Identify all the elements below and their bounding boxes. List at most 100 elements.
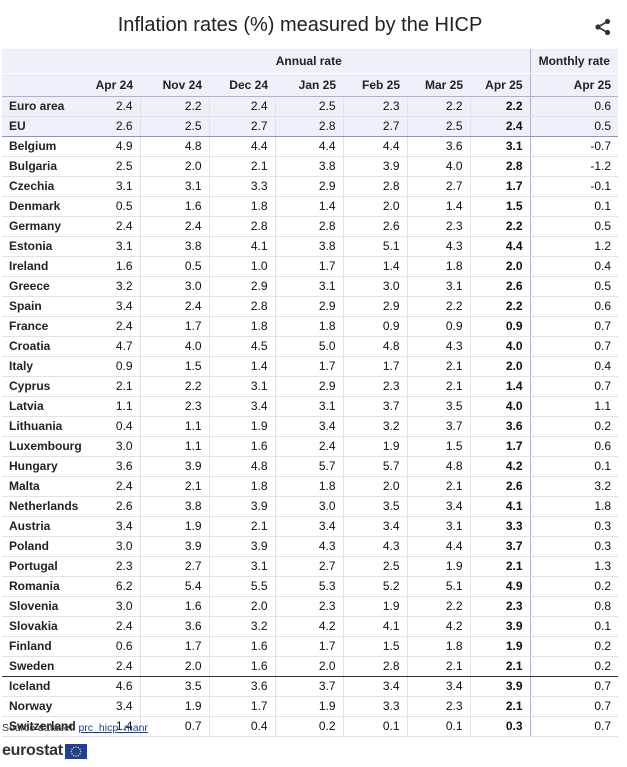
table-cell: 2.1 bbox=[407, 656, 471, 677]
table-cell: 3.2 bbox=[209, 616, 276, 637]
table-cell: 4.2 bbox=[407, 616, 471, 637]
table-cell: 1.7 bbox=[275, 356, 344, 377]
table-cell: 3.4 bbox=[343, 516, 408, 537]
row-label: Netherlands bbox=[2, 496, 88, 517]
table-cell: 3.6 bbox=[140, 616, 210, 637]
table-cell: 3.6 bbox=[407, 136, 471, 157]
row-label: Slovakia bbox=[2, 616, 88, 637]
table-cell: 0.2 bbox=[529, 576, 619, 597]
table-cell: 1.9 bbox=[343, 436, 408, 457]
table-cell: 3.4 bbox=[275, 416, 344, 437]
table-cell: 4.1 bbox=[209, 236, 276, 257]
table-cell: 1.7 bbox=[140, 316, 210, 337]
table-cell: 0.9 bbox=[343, 316, 408, 337]
table-cell: 2.4 bbox=[140, 216, 210, 237]
table-cell: 1.4 bbox=[88, 716, 141, 737]
table-cell: 3.9 bbox=[209, 536, 276, 557]
table-cell: 1.9 bbox=[343, 596, 408, 617]
table-cell: 4.0 bbox=[407, 156, 471, 177]
table-cell: 1.7 bbox=[209, 696, 276, 717]
table-row: Norway 3.4 1.9 1.7 1.9 3.3 2.3 2.1 0.7 bbox=[2, 696, 619, 717]
table-cell: 3.1 bbox=[407, 516, 471, 537]
table-cell: 1.4 bbox=[470, 376, 531, 397]
row-label: Sweden bbox=[2, 656, 88, 677]
table-cell: 2.4 bbox=[209, 96, 276, 117]
table-cell: -0.7 bbox=[529, 136, 619, 157]
column-header: Feb 25 bbox=[343, 73, 407, 97]
table-cell: 1.6 bbox=[209, 656, 276, 677]
table-cell: 5.3 bbox=[275, 576, 344, 597]
table-cell: 2.6 bbox=[470, 276, 531, 297]
table-cell: 2.3 bbox=[407, 696, 471, 717]
table-cell: 2.7 bbox=[275, 556, 344, 577]
table-cell: 3.0 bbox=[88, 536, 141, 557]
table-cell: 1.7 bbox=[470, 176, 531, 197]
table-cell: 3.4 bbox=[88, 696, 141, 717]
table-cell: 5.0 bbox=[275, 336, 344, 357]
table-cell: 3.0 bbox=[88, 596, 141, 617]
table-cell: 3.0 bbox=[275, 496, 344, 517]
eu-flag-icon bbox=[64, 743, 87, 759]
table-cell: 0.5 bbox=[529, 276, 619, 297]
table-cell: 0.4 bbox=[88, 416, 141, 437]
table-cell: 0.7 bbox=[140, 716, 210, 737]
column-header: Nov 24 bbox=[140, 73, 209, 97]
row-label: France bbox=[2, 316, 88, 337]
table-cell: 2.0 bbox=[343, 196, 408, 217]
table-cell: 2.0 bbox=[470, 256, 531, 277]
table-cell: 1.8 bbox=[209, 476, 276, 497]
table-cell: 1.5 bbox=[140, 356, 210, 377]
row-label: Ireland bbox=[2, 256, 88, 277]
table-cell: 2.6 bbox=[88, 496, 141, 517]
table-cell: 4.7 bbox=[88, 336, 141, 357]
table-row: Sweden 2.4 2.0 1.6 2.0 2.8 2.1 2.1 0.2 bbox=[2, 656, 619, 677]
table-cell: 1.9 bbox=[407, 556, 471, 577]
table-cell: 2.3 bbox=[275, 596, 344, 617]
table-cell: 0.2 bbox=[529, 656, 619, 677]
table-cell: 3.4 bbox=[88, 516, 141, 537]
row-label: Romania bbox=[2, 576, 88, 597]
table-cell: 0.4 bbox=[209, 716, 276, 737]
table-cell: 1.6 bbox=[209, 436, 276, 457]
table-cell: 3.4 bbox=[275, 516, 344, 537]
corner-cell bbox=[2, 73, 88, 97]
row-label: Belgium bbox=[2, 136, 88, 157]
table-cell: 0.6 bbox=[529, 436, 619, 457]
row-label: Bulgaria bbox=[2, 156, 88, 177]
table-cell: 1.9 bbox=[275, 696, 344, 717]
hicp-table: Annual rate Monthly rate Apr 24 Nov 24 Dec… bbox=[2, 49, 619, 737]
table-cell: 3.2 bbox=[88, 276, 141, 297]
table-cell: 4.3 bbox=[343, 536, 408, 557]
table-cell: 3.2 bbox=[529, 476, 619, 497]
table-cell: 3.8 bbox=[140, 236, 210, 257]
table-cell: 3.4 bbox=[209, 396, 276, 417]
table-cell: 3.0 bbox=[343, 276, 408, 297]
table-cell: 0.7 bbox=[529, 696, 619, 717]
table-row: Cyprus 2.1 2.2 3.1 2.9 2.3 2.1 1.4 0.7 bbox=[2, 376, 619, 397]
table-cell: 3.5 bbox=[343, 496, 408, 517]
table-cell: 4.2 bbox=[470, 456, 531, 477]
table-cell: 1.4 bbox=[407, 196, 471, 217]
table-cell: 0.1 bbox=[407, 716, 471, 737]
share-icon[interactable] bbox=[594, 18, 612, 36]
logo-text: eurostat bbox=[2, 742, 63, 759]
table-cell: 3.4 bbox=[343, 676, 408, 697]
table-cell: 4.0 bbox=[140, 336, 210, 357]
table-cell: 2.4 bbox=[88, 216, 141, 237]
table-cell: 0.1 bbox=[529, 616, 619, 637]
row-label: Spain bbox=[2, 296, 88, 317]
table-cell: 1.6 bbox=[88, 256, 141, 277]
table-cell: 1.7 bbox=[275, 636, 344, 657]
table-cell: 2.6 bbox=[470, 476, 531, 497]
table-cell: 2.0 bbox=[470, 356, 531, 377]
table-cell: 3.5 bbox=[140, 676, 210, 697]
table-cell: 0.1 bbox=[343, 716, 408, 737]
column-header-row: Apr 24 Nov 24 Dec 24 Jan 25 Feb 25 Mar 25 Apr … bbox=[2, 73, 619, 97]
table-cell: 1.9 bbox=[140, 696, 210, 717]
eurostat-logo: eurostat bbox=[2, 742, 87, 760]
table-cell: 2.8 bbox=[275, 216, 344, 237]
source-dataset-link[interactable]: prc_hicp_manr bbox=[78, 722, 148, 734]
table-cell: 2.5 bbox=[88, 156, 141, 177]
table-cell: 3.6 bbox=[88, 456, 141, 477]
table-cell: 2.4 bbox=[275, 436, 344, 457]
